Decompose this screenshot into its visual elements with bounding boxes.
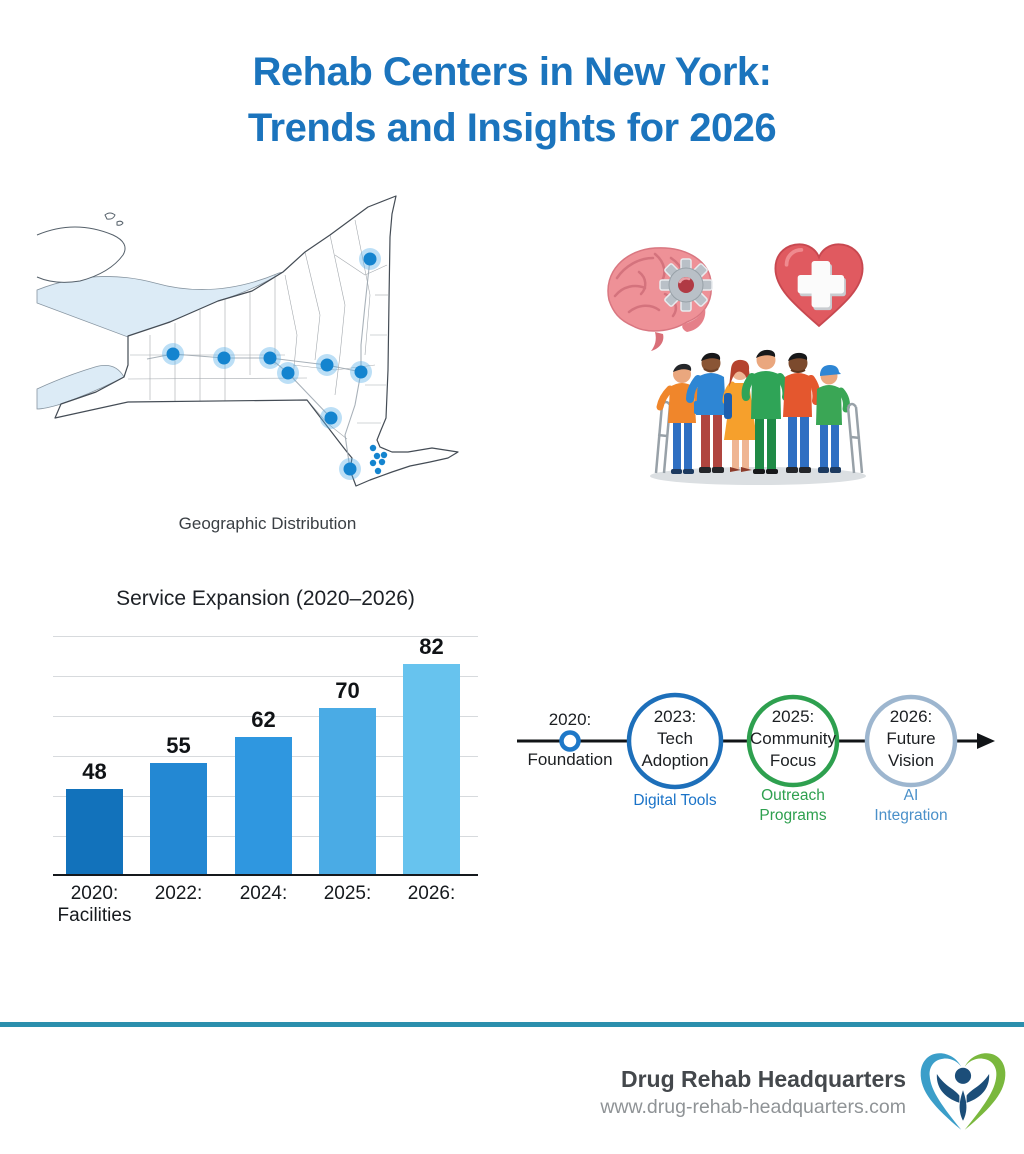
gridline: [53, 716, 478, 717]
x-axis-label: 2026:: [407, 883, 456, 904]
footer: Drug Rehab Headquarters www.drug-rehab-h…: [600, 1050, 1008, 1134]
facility-dot: [320, 358, 334, 372]
milestone-label-line1: Tech: [657, 729, 693, 748]
x-axis-label: 2022:: [154, 883, 203, 904]
milestone-sublabel-line2: Programs: [759, 807, 826, 824]
medical-cross-icon: [797, 261, 846, 311]
facility-dot: [378, 458, 386, 466]
facility-dot: [354, 365, 368, 379]
footer-divider: [0, 1022, 1024, 1027]
person-2: [686, 352, 726, 473]
new-york-map: [36, 195, 459, 487]
bar-2020: [66, 789, 123, 874]
x-axis-label: 2024:: [239, 883, 288, 904]
gridline: [53, 676, 478, 677]
bar-value-label: 82: [419, 634, 444, 659]
milestone-2020: 2020: Foundation: [527, 710, 612, 769]
x-axis-sublabel: Facilities: [57, 905, 132, 926]
person-4: [741, 349, 791, 474]
milestone-label-line1: Future: [886, 729, 935, 748]
bar-value-label: 62: [251, 707, 276, 732]
milestone-year: 2026:: [890, 707, 933, 726]
facility-dot: [374, 467, 382, 475]
website-link[interactable]: www.drug-rehab-headquarters.com: [600, 1096, 906, 1118]
people-group-illustration: [650, 349, 866, 485]
milestones-timeline: 2020: Foundation 2023: Tech Adoption Dig…: [517, 692, 995, 824]
milestone-circle: [626, 692, 724, 790]
chart-title: Service Expansion (2020–2026): [116, 587, 415, 610]
chart-plot: 48 55 62 70 82: [53, 630, 478, 876]
chart-x-axis-labels: 2020: Facilities 2022: 2024: 2025: 2026:: [53, 883, 478, 943]
milestone-label-line2: Adoption: [641, 751, 708, 770]
facility-dot: [324, 411, 338, 425]
milestone-year: 2020:: [549, 710, 592, 729]
bar-2022: [150, 763, 207, 874]
milestone-sublabel-line1: AI: [904, 787, 919, 804]
facility-dot: [343, 462, 357, 476]
facility-dot: [380, 451, 388, 459]
gridline: [53, 636, 478, 637]
facility-dot: [263, 351, 277, 365]
milestone-2023: 2023: Tech Adoption Digital Tools: [626, 692, 724, 809]
person-5: [783, 352, 821, 473]
bar-value-label: 70: [335, 678, 360, 703]
brand-name: Drug Rehab Headquarters: [620, 1066, 906, 1092]
timeline-arrow-icon: [977, 733, 995, 749]
milestone-sublabel-line1: Outreach: [761, 787, 825, 804]
facility-dot: [217, 351, 231, 365]
milestone-label-line1: Community: [750, 729, 836, 748]
bar-value-label: 55: [166, 733, 191, 758]
milestone-year: 2025:: [772, 707, 815, 726]
person-6: [816, 365, 850, 473]
page-title-line2: Trends and Insights for 2026: [247, 106, 777, 150]
bar-2024: [235, 737, 292, 874]
milestone-sublabel-line2: Integration: [874, 807, 947, 824]
facility-dot: [281, 366, 295, 380]
map-caption: Geographic Distribution: [178, 514, 357, 533]
gear-icon: [659, 258, 713, 312]
milestone-sublabel: Digital Tools: [633, 792, 717, 809]
bar-2025: [319, 708, 376, 874]
brain-gear-icon: [607, 247, 713, 351]
x-axis-label: 2025:: [323, 883, 372, 904]
milestone-label: Foundation: [527, 750, 612, 769]
x-axis-label: 2020: Facilities: [40, 883, 150, 927]
facility-dot: [363, 252, 377, 266]
facility-dot: [369, 459, 377, 467]
milestone-circle: [864, 694, 958, 788]
heart-cross-icon: [774, 243, 864, 328]
facility-dots-group: [162, 248, 388, 480]
milestone-2026: 2026: Future Vision AI Integration: [864, 694, 958, 824]
milestone-label-line2: Vision: [888, 751, 934, 770]
bar-2026: [403, 664, 460, 874]
page-title-line1: Rehab Centers in New York:: [252, 50, 773, 94]
bar-value-label: 48: [82, 759, 107, 784]
canada-shoreline: [36, 226, 126, 283]
milestone-2025: 2025: Community Focus Outreach Programs: [746, 694, 840, 824]
milestone-circle: [746, 694, 840, 788]
page-title: Rehab Centers in New York: Trends and In…: [0, 44, 1024, 156]
facility-dot: [369, 444, 377, 452]
milestone-label-line2: Focus: [770, 751, 816, 770]
facility-dot: [166, 347, 180, 361]
heart-person-logo-icon: [920, 1053, 1006, 1130]
ny-state-outline: [54, 195, 459, 487]
milestone-year: 2023:: [654, 707, 697, 726]
facility-dot: [373, 452, 381, 460]
milestone-point: [559, 730, 581, 752]
service-expansion-chart: Service Expansion (2020–2026) 48 55 62 70 82…: [53, 585, 478, 945]
lake-ontario: [36, 271, 284, 338]
islands: [104, 212, 124, 226]
